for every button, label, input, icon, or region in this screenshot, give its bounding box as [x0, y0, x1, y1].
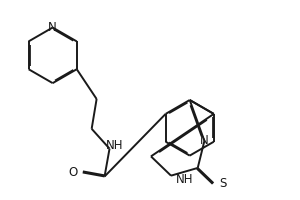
Text: S: S: [220, 177, 227, 190]
Text: NH: NH: [176, 173, 194, 186]
Text: N: N: [48, 21, 57, 34]
Text: NH: NH: [106, 139, 123, 152]
Text: O: O: [68, 166, 77, 179]
Text: N: N: [200, 134, 209, 147]
